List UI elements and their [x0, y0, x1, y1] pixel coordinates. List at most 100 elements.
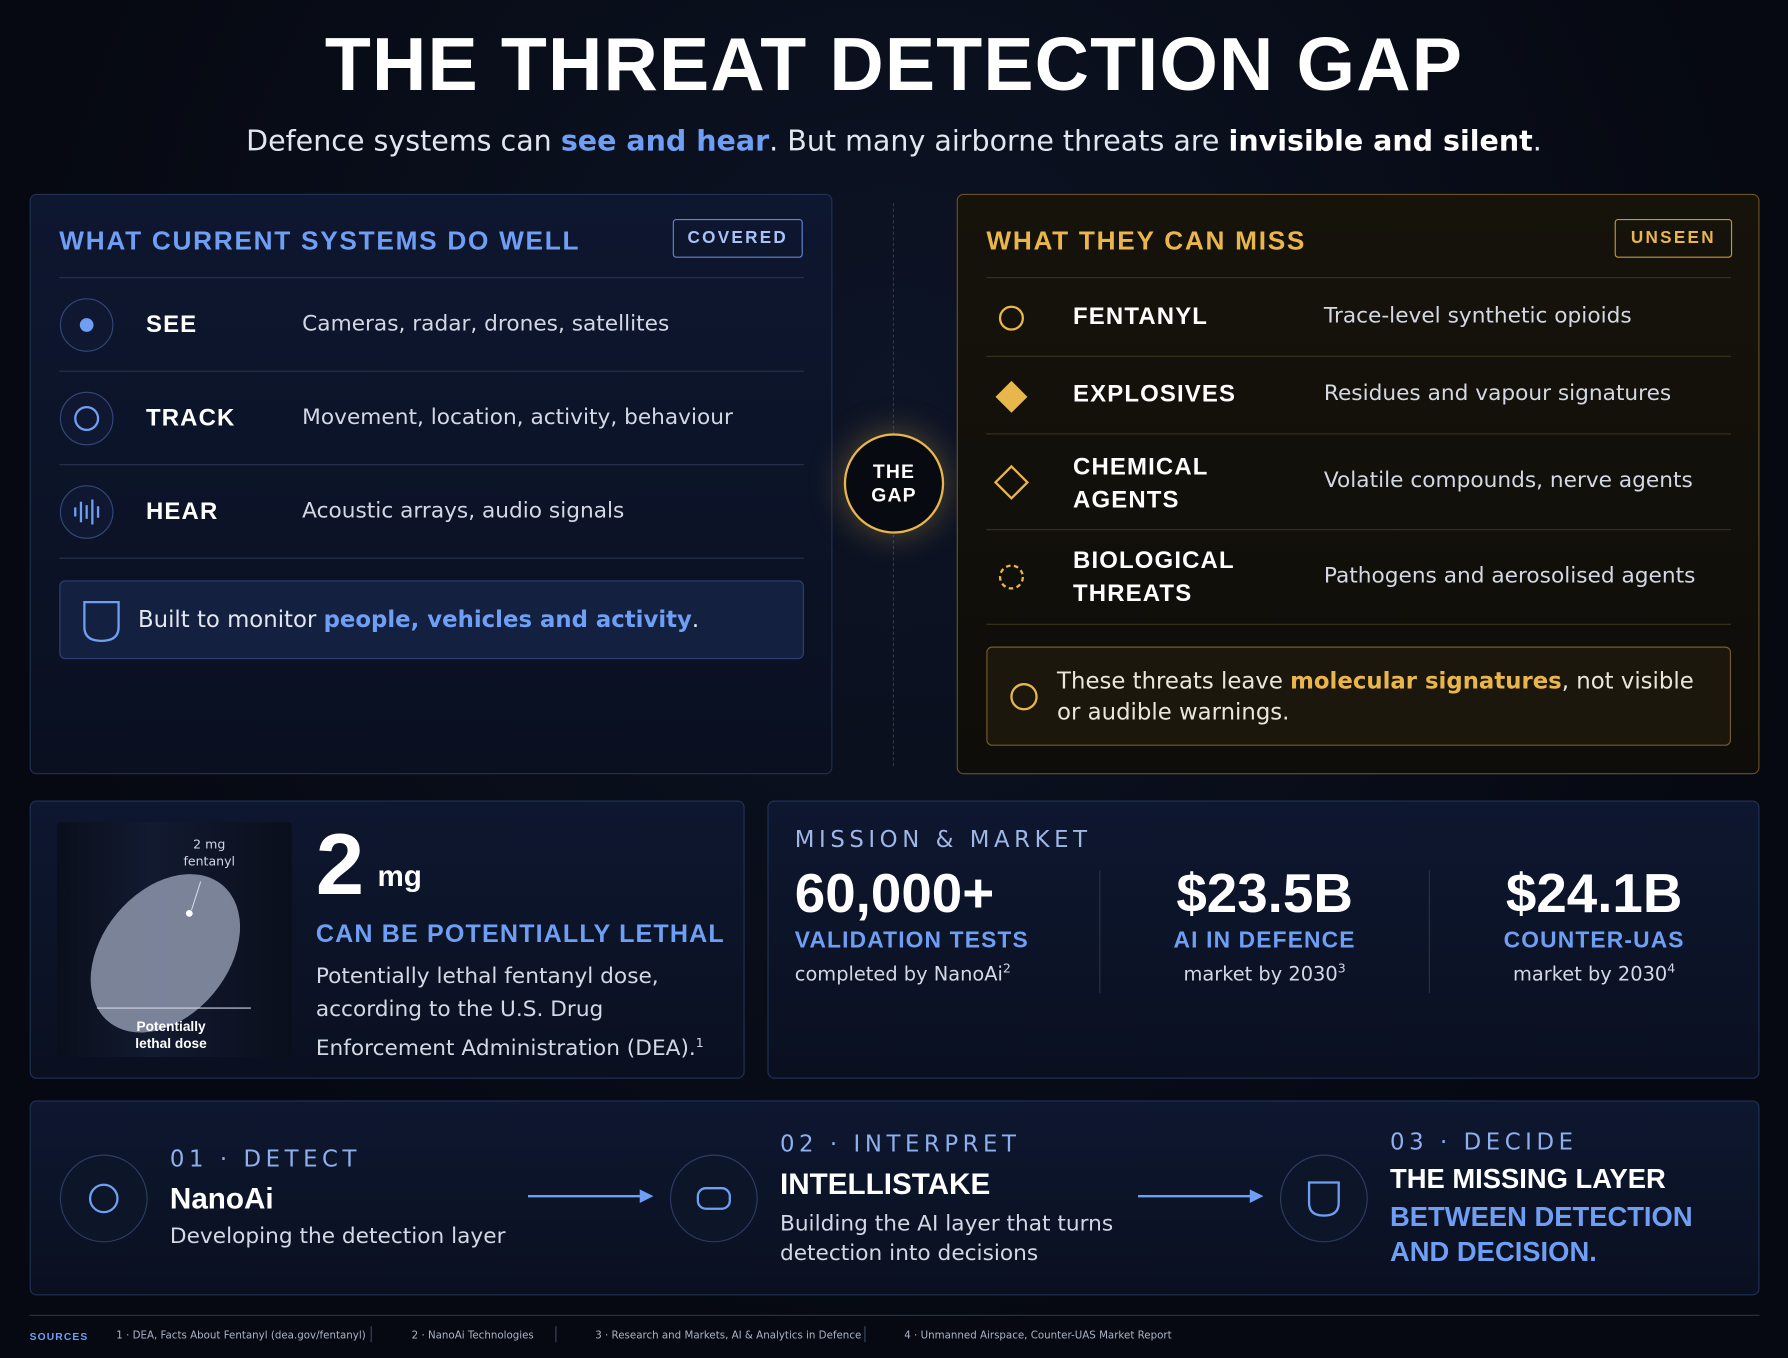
icon-biological	[998, 564, 1024, 590]
divider	[986, 529, 1731, 531]
dose-panel: 2 mg fentanyl Potentially lethal dose 2 …	[29, 800, 745, 1079]
note-box: Built to monitor people, vehicles and ac…	[59, 580, 804, 660]
row-label: EXPLOSIVES	[1073, 380, 1237, 408]
stat-label: VALIDATION TESTS	[794, 928, 1029, 954]
divider	[986, 433, 1731, 435]
dose-image: 2 mg fentanyl Potentially lethal dose	[57, 822, 292, 1058]
note-icon	[1010, 683, 1038, 711]
stat-note: market by 20303	[1116, 961, 1412, 986]
step-number: 02 · INTERPRET	[779, 1130, 1021, 1158]
stat-divider	[1099, 870, 1101, 994]
stat-divider	[1428, 870, 1430, 994]
pill-illustration	[90, 874, 251, 1033]
stat-note-text: market by 2030	[1513, 963, 1668, 986]
image-label: 2 mg fentanyl	[183, 836, 236, 869]
step-icon	[59, 1154, 148, 1243]
row-desc: Cameras, radar, drones, satellites	[302, 311, 670, 337]
subtitle-text: .	[1532, 124, 1542, 158]
divider	[986, 277, 1731, 279]
unseen-panel: WHAT THEY CAN MISS UNSEEN FENTANYL Trace…	[956, 193, 1760, 775]
market-title: MISSION & MARKET	[794, 825, 1092, 853]
icon-track	[59, 391, 114, 446]
covered-panel: WHAT CURRENT SYSTEMS DO WELL COVERED SEE…	[29, 193, 833, 775]
row-desc: Residues and vapour signatures	[1323, 380, 1672, 406]
stat: 60,000+ VALIDATION TESTS completed by Na…	[795, 863, 1029, 986]
source-divider	[555, 1326, 557, 1343]
note-highlight: molecular signatures	[1290, 667, 1562, 695]
icon-see	[59, 298, 114, 352]
step-name: THE MISSING LAYER	[1390, 1164, 1666, 1196]
row-desc: Movement, location, activity, behaviour	[302, 404, 733, 430]
row-desc: Volatile compounds, nerve agents	[1323, 467, 1693, 493]
subtitle-text: . But many airborne threats are	[769, 124, 1229, 158]
step-desc: Developing the detection layer	[169, 1223, 506, 1249]
market-panel: MISSION & MARKET 60,000+ VALIDATION TEST…	[767, 800, 1760, 1079]
source-divider	[864, 1326, 866, 1343]
stat-value: 60,000+	[794, 864, 995, 925]
dose-headline: CAN BE POTENTIALLY LETHAL	[315, 919, 725, 948]
subtitle: Defence systems can see and hear. But ma…	[0, 124, 1788, 157]
title: THE THREAT DETECTION GAP	[324, 21, 1464, 107]
note-box: These threats leave molecular signatures…	[986, 646, 1731, 746]
row-desc: Pathogens and aerosolised agents	[1323, 563, 1696, 589]
row-desc: Trace-level synthetic opioids	[1323, 303, 1632, 329]
dose-text: Potentially lethal fentanyl dose, accord…	[316, 960, 727, 1065]
stat-label: AI IN DEFENCE	[1173, 928, 1356, 954]
gap-circle: THE GAP	[843, 433, 945, 534]
step-icon	[669, 1154, 758, 1243]
source: 3 · Research and Markets, AI & Analytics…	[595, 1330, 862, 1343]
step-name: INTELLISTAKE	[779, 1166, 991, 1201]
reference: 2	[1002, 961, 1011, 977]
gap-label: THE	[872, 460, 916, 483]
step-desc: Building the AI layer that turns detecti…	[779, 1210, 1114, 1266]
arrow	[527, 1189, 654, 1204]
note-part: Built to monitor	[137, 605, 324, 633]
stat-note: market by 20304	[1446, 961, 1742, 986]
dose-amount: 2	[315, 816, 365, 914]
divider	[986, 623, 1731, 625]
icon-chemical	[993, 464, 1030, 500]
stat-label: COUNTER-UAS	[1503, 928, 1685, 954]
divider	[59, 464, 804, 466]
panel-title: WHAT CURRENT SYSTEMS DO WELL	[59, 225, 581, 256]
source-divider	[370, 1326, 372, 1343]
source: 1 · DEA, Facts About Fentanyl (dea.gov/f…	[116, 1330, 366, 1343]
badge: UNSEEN	[1614, 218, 1733, 258]
icon-fentanyl	[998, 305, 1024, 331]
divider	[59, 277, 804, 279]
shield-icon	[83, 600, 120, 642]
note-text: Built to monitor people, vehicles and ac…	[138, 605, 699, 632]
row-label: HEAR	[145, 498, 219, 525]
reference: 3	[1337, 961, 1346, 977]
row-label: CHEMICAL AGENTS	[1073, 453, 1209, 514]
source: 2 · NanoAi Technologies	[411, 1330, 534, 1343]
stat: $23.5B AI IN DEFENCE market by 20303	[1116, 863, 1412, 986]
reference: 4	[1667, 961, 1676, 977]
step-name: NanoAi	[169, 1181, 274, 1216]
step-icon	[1279, 1154, 1368, 1243]
step-highlight: BETWEEN DETECTION AND DECISION.	[1390, 1201, 1693, 1269]
icon-explosives	[995, 380, 1028, 413]
image-caption: Potentially lethal dose	[135, 1018, 207, 1052]
step-number: 03 · DECIDE	[1390, 1127, 1578, 1156]
arrow	[1138, 1189, 1264, 1204]
row-label: SEE	[145, 311, 198, 338]
panel-title: WHAT THEY CAN MISS	[986, 225, 1307, 256]
row-desc: Acoustic arrays, audio signals	[302, 498, 625, 524]
note-part: .	[691, 605, 700, 633]
stat-note-text: market by 2030	[1183, 963, 1338, 986]
gap-label: GAP	[871, 484, 917, 507]
subtitle-highlight: see and hear	[560, 124, 770, 158]
icon-hear	[59, 485, 114, 539]
stat-note: completed by NanoAi2	[795, 961, 1029, 986]
stat-value: $23.5B	[1176, 864, 1353, 925]
source: 4 · Unmanned Airspace, Counter-UAS Marke…	[904, 1330, 1172, 1343]
badge: COVERED	[672, 218, 803, 258]
subtitle-text: Defence systems can	[246, 124, 561, 158]
subtitle-highlight: invisible and silent	[1228, 124, 1533, 158]
divider	[59, 557, 804, 559]
row-label: FENTANYL	[1073, 303, 1209, 330]
